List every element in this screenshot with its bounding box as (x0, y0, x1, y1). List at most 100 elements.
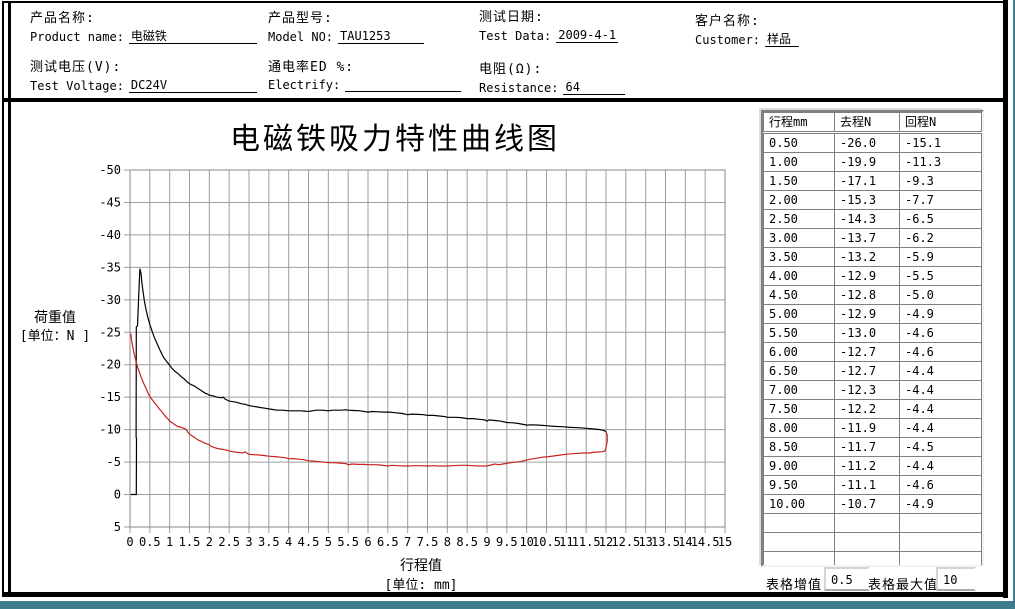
x-tick-label: 6 (364, 535, 371, 549)
field-value-product-name: 电磁铁 (128, 29, 257, 44)
x-tick-label: 5.5 (337, 535, 359, 549)
x-axis-unit: [单位: mm] (385, 578, 458, 593)
table-cell (834, 551, 900, 565)
table-cell (763, 513, 835, 533)
table-cell: -7.7 (899, 190, 982, 210)
table-cell: 3.00 (763, 228, 835, 248)
table-cell: -15.1 (899, 132, 982, 153)
table-cell: -11.2 (834, 456, 900, 476)
table-row (763, 551, 982, 565)
field-electrify: 通电率ED %: Electrify: (268, 60, 462, 92)
x-tick-label: 1.5 (179, 535, 201, 549)
field-label-en: Test Voltage: (30, 79, 124, 93)
table-cell: -12.8 (834, 285, 900, 305)
table-cell: 7.50 (763, 399, 835, 419)
table-cell: -12.7 (834, 342, 900, 362)
table-row: 2.00 -15.3 -7.7 (763, 190, 982, 210)
table-cell (899, 532, 982, 552)
x-tick-label: 0 (126, 535, 133, 549)
x-tick-label: 0.5 (139, 535, 161, 549)
header-separator (2, 98, 1008, 102)
x-tick-label: 10 (519, 535, 533, 549)
x-tick-label: 11 (559, 535, 573, 549)
y-tick-label: -5 (107, 455, 121, 469)
desktop-strip-right (1013, 0, 1015, 609)
table-cell: -11.7 (834, 437, 900, 457)
field-value-test-date: 2009-4-1 (556, 28, 619, 43)
table-cell: -4.4 (899, 380, 982, 400)
table-cell: 5.50 (763, 323, 835, 343)
table-cell: -26.0 (834, 132, 900, 153)
field-label-cn: 产品名称: (30, 11, 95, 26)
y-tick-label: -40 (99, 228, 121, 242)
table-cell: 1.00 (763, 152, 835, 172)
table-cell: 4.50 (763, 285, 835, 305)
x-tick-label: 12.5 (611, 535, 640, 549)
table-cell: -11.1 (834, 475, 900, 495)
table-cell (899, 551, 982, 565)
table-cell (834, 513, 900, 533)
field-value-test-voltage: DC24V (128, 78, 257, 93)
x-tick-label: 11.5 (572, 535, 601, 549)
x-tick-label: 7.5 (417, 535, 439, 549)
force-curve-chart: 0 0.5 1 1.5 2 2.5 3 3.5 4 4.5 5 5.5 6 6.5 7 7.5 8 8.5 9 9.5… (20, 163, 732, 593)
x-axis-title: 行程值 (400, 558, 442, 574)
table-header-cell: 回程N (899, 112, 982, 134)
field-label-en: Product name: (30, 30, 124, 44)
table-increment-input[interactable] (824, 567, 870, 591)
y-tick-label: 0 (114, 488, 121, 502)
table-cell: -15.3 (834, 190, 900, 210)
x-tick-label: 9 (483, 535, 490, 549)
y-tick-label: -50 (99, 163, 121, 177)
desktop-strip-bottom (0, 601, 1015, 609)
table-cell: -6.2 (899, 228, 982, 248)
table-cell (899, 513, 982, 533)
field-label-en: Resistance: (479, 81, 559, 95)
table-cell: -5.0 (899, 285, 982, 305)
table-cell (763, 551, 835, 565)
table-body: 行程mm 去程N 回程N 0.50 -26.0 -15.1 1.00 -19.9 -11.3 1.… (763, 112, 982, 565)
y-tick-label: -20 (99, 358, 121, 372)
table-cell: 9.00 (763, 456, 835, 476)
table-row: 1.00 -19.9 -11.3 (763, 152, 982, 172)
y-tick-label: -10 (99, 423, 121, 437)
field-product-name: 产品名称: Product name: 电磁铁 (30, 11, 257, 44)
field-label-cn: 客户名称: (695, 14, 760, 29)
table-cell (763, 532, 835, 552)
field-label-cn: 通电率ED %: (268, 60, 355, 75)
table-cell: -11.3 (899, 152, 982, 172)
table-cell: -4.9 (899, 304, 982, 324)
table-cell (834, 532, 900, 552)
field-resistance: 电阻(Ω): Resistance: 64 (479, 62, 626, 95)
table-cell: -14.3 (834, 209, 900, 229)
field-customer: 客户名称: Customer: 样品 (695, 14, 800, 47)
table-row: 6.00 -12.7 -4.6 (763, 342, 982, 362)
table-cell: 0.50 (763, 132, 835, 153)
table-increment-label: 表格增值 (766, 578, 823, 593)
table-row: 10.00 -10.7 -4.9 (763, 494, 982, 514)
curve-return (130, 333, 608, 467)
table-cell: -9.3 (899, 171, 982, 191)
table-cell: -13.0 (834, 323, 900, 343)
table-row: 8.00 -11.9 -4.4 (763, 418, 982, 438)
table-max-input[interactable] (936, 567, 976, 591)
table-cell: -12.9 (834, 266, 900, 286)
x-tick-label: 3.5 (258, 535, 280, 549)
x-tick-label: 10.5 (532, 535, 561, 549)
table-cell: 6.00 (763, 342, 835, 362)
table-cell: 2.50 (763, 209, 835, 229)
field-value-model-no: TAU1253 (338, 29, 425, 44)
table-row: 7.00 -12.3 -4.4 (763, 380, 982, 400)
table-cell: -6.5 (899, 209, 982, 229)
x-tick-label: 14.5 (691, 535, 720, 549)
field-label-cn: 产品型号: (268, 11, 333, 26)
x-tick-label: 1 (166, 535, 173, 549)
x-tick-label: 13.5 (651, 535, 680, 549)
x-tick-label: 3 (245, 535, 252, 549)
field-value-electrify (345, 78, 462, 92)
table-row: 5.50 -13.0 -4.6 (763, 323, 982, 343)
table-max-label: 表格最大值 (868, 578, 939, 593)
table-row (763, 532, 982, 552)
table-cell: -12.3 (834, 380, 900, 400)
y-tick-label: -45 (99, 195, 121, 209)
